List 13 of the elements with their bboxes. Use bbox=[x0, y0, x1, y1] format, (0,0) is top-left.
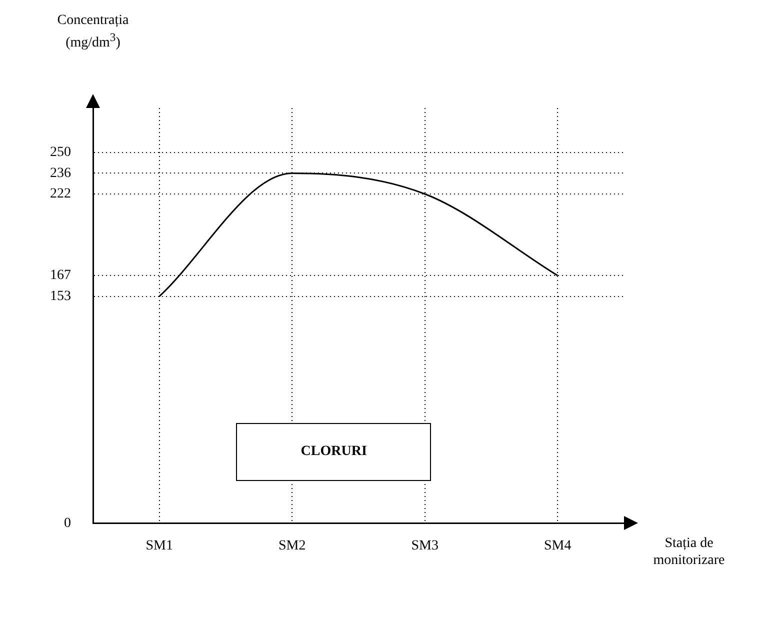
y-tick-label: 153 bbox=[50, 288, 71, 304]
x-tick-label: SM1 bbox=[146, 538, 173, 554]
x-tick-label: SM2 bbox=[278, 538, 306, 554]
y-axis-title: Concentrația (mg/dm$^{3}$) bbox=[56, 12, 130, 52]
x-tick-label: SM3 bbox=[411, 538, 438, 554]
y-tick-label: 236 bbox=[50, 166, 71, 181]
y-tick-label: 0 bbox=[64, 516, 71, 531]
x-axis-title: Stația de monitorizare bbox=[652, 535, 726, 570]
x-tick-label: SM4 bbox=[544, 538, 572, 554]
y-tick-label: 250 bbox=[50, 145, 71, 160]
text: CLORURI bbox=[300, 443, 368, 460]
y-tick-label: 222 bbox=[50, 186, 71, 202]
y-tick-label: 167 bbox=[50, 268, 71, 284]
